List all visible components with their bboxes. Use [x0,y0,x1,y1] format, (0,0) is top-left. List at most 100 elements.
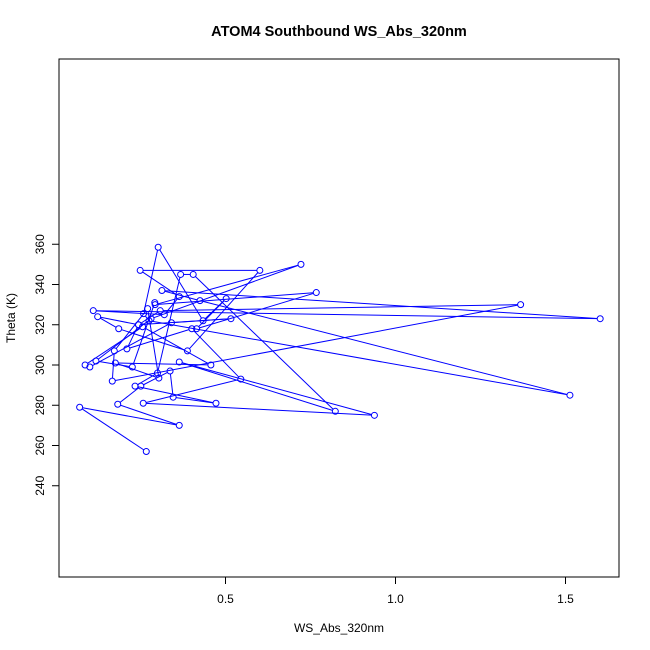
y-tick-label: 280 [33,395,47,415]
data-point [196,297,204,305]
x-tick-label: 1.5 [557,592,574,606]
series-line-segment [120,404,177,425]
data-point [256,266,264,274]
y-axis-label: Theta (K) [4,293,18,343]
data-point [115,325,123,333]
data-point [175,358,183,366]
data-point [566,391,574,399]
data-point [139,323,147,331]
data-point [297,260,305,268]
series-line-segment [181,362,333,411]
data-point [147,315,155,323]
data-point [188,325,196,333]
series-line-segment [165,298,178,313]
data-point [160,311,168,319]
series-line-segment [169,373,174,395]
series-line-segment [141,318,228,326]
data-point [189,270,197,278]
x-axis-label: WS_Abs_320nm [294,621,384,635]
data-point [166,367,174,375]
series-line-segment [176,397,214,404]
data-point [139,399,147,407]
series-line-segment [146,402,372,416]
data-point [156,307,164,315]
data-point [155,374,163,382]
series-layer [76,243,604,456]
data-point [199,317,207,325]
data-point [92,357,100,365]
x-axis: 0.5 1.0 1.5 [217,576,574,606]
data-point [596,315,604,323]
x-tick-label: 1.0 [387,592,404,606]
data-point [110,347,118,355]
series-line-segment [164,290,198,301]
data-point [227,315,235,323]
series-line-segment [199,292,314,329]
y-tick-label: 320 [33,314,47,334]
series-line-segment [195,276,334,410]
data-point [128,363,136,371]
data-point [131,382,139,390]
data-point [134,321,142,329]
data-point [142,448,150,456]
series-line-segment [202,300,568,395]
series-line-segment [119,387,139,403]
data-point [94,313,102,321]
y-tick-label: 360 [33,234,47,254]
data-point [114,400,122,408]
data-point [144,305,152,313]
data-point [212,399,220,407]
data-point [169,393,177,401]
data-point [151,299,159,307]
y-tick-label: 260 [33,435,47,455]
data-point [175,293,183,301]
y-axis: 240 260 280 300 320 340 360 [33,234,60,496]
data-point [154,243,162,251]
series-line-segment [82,407,177,426]
series-line-segment [146,379,239,404]
series-line-segment [100,316,136,325]
data-point [145,317,153,325]
series-line-segment [198,300,225,327]
series-line-segment [81,408,145,451]
data-point [177,270,185,278]
data-point [140,310,148,318]
data-point [86,363,94,371]
series-line-segment [158,292,314,305]
chart-title: ATOM4 Southbound WS_Abs_320nm [211,24,467,40]
series-line-segment [132,305,155,365]
series-line-segment [92,323,170,367]
data-point [312,289,320,297]
series-line-segment [164,290,598,320]
data-point [89,307,97,315]
data-point [207,361,215,369]
data-point [222,295,230,303]
data-point [167,319,175,327]
series-line-segment [193,330,240,378]
series-line-segment [153,264,299,319]
y-tick-label: 300 [33,355,47,375]
series-line-segment [111,353,115,379]
series-line-segment [144,327,209,364]
data-point [331,407,339,415]
data-point [76,403,84,411]
data-point [154,369,161,377]
series-line-segment [189,272,259,350]
data-point [175,421,183,429]
series-line-segment [163,304,518,312]
data-point [370,411,378,419]
data-point [237,375,245,383]
y-tick-label: 340 [33,274,47,294]
data-point [158,287,166,295]
data-point [136,266,144,274]
x-tick-label: 0.5 [217,592,234,606]
data-point [108,377,116,385]
data-point [517,301,525,309]
series-line-segment [115,304,518,382]
series-line-segment [157,264,299,305]
series-line-segment [182,362,372,416]
data-point [123,345,131,353]
series-line-segment [96,310,598,320]
